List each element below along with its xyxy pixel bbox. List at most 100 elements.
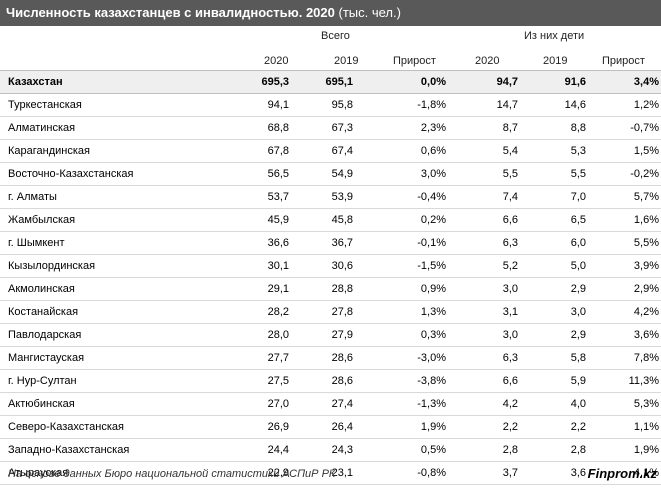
cell-total-2020: 68,8 <box>238 116 291 140</box>
cell-total-2020: 28,0 <box>238 323 291 347</box>
cell-children-2020: 3,0 <box>448 277 520 301</box>
cell-children-2020: 6,6 <box>448 208 520 232</box>
cell-children-2019: 5,5 <box>520 162 588 186</box>
region-name: Северо-Казахстанская <box>0 415 238 439</box>
cell-total-2020: 36,6 <box>238 231 291 255</box>
table-row: г. Алматы 53,7 53,9 -0,4% 7,4 7,0 5,7% <box>0 185 661 209</box>
cell-children-2020: 6,3 <box>448 346 520 370</box>
region-name: Костанайская <box>0 300 238 324</box>
cell-total-growth: 0,5% <box>355 438 448 462</box>
table-row: г. Шымкент 36,6 36,7 -0,1% 6,3 6,0 5,5% <box>0 231 661 255</box>
table-row: Кызылординская 30,1 30,6 -1,5% 5,2 5,0 3,9% <box>0 254 661 278</box>
col-header-children-growth: Прирост <box>602 55 645 67</box>
header-divider <box>0 70 661 71</box>
cell-children-2020: 5,5 <box>448 162 520 186</box>
cell-children-2019: 5,3 <box>520 139 588 163</box>
col-header-total-2020: 2020 <box>264 55 289 67</box>
cell-children-growth: 5,7% <box>588 185 661 209</box>
table-row: Алматинская 68,8 67,3 2,3% 8,7 8,8 -0,7% <box>0 116 661 140</box>
cell-total-2020: 27,0 <box>238 392 291 416</box>
cell-children-growth: 1,1% <box>588 415 661 439</box>
cell-total-growth: 0,3% <box>355 323 448 347</box>
region-name: Западно-Казахстанская <box>0 438 238 462</box>
region-name: Карагандинская <box>0 139 238 163</box>
cell-children-growth: 3,6% <box>588 323 661 347</box>
cell-children-growth: -0,7% <box>588 116 661 140</box>
cell-total-growth: -0,1% <box>355 231 448 255</box>
cell-total-2020: 695,3 <box>238 71 291 94</box>
cell-total-2020: 22,9 <box>238 461 291 485</box>
region-name: Восточно-Казахстанская <box>0 162 238 186</box>
table-row: Актюбинская 27,0 27,4 -1,3% 4,2 4,0 5,3% <box>0 392 661 416</box>
cell-total-2020: 28,2 <box>238 300 291 324</box>
table-row: Карагандинская 67,8 67,4 0,6% 5,4 5,3 1,5% <box>0 139 661 163</box>
cell-children-growth: 2,9% <box>588 277 661 301</box>
cell-children-growth: 5,5% <box>588 231 661 255</box>
table-title-unit: (тыс. чел.) <box>338 5 401 20</box>
cell-children-2019: 2,9 <box>520 323 588 347</box>
cell-children-2019: 2,8 <box>520 438 588 462</box>
region-name: Кызылординская <box>0 254 238 278</box>
table-title: Численность казахстанцев с инвалидностью… <box>0 0 661 26</box>
cell-total-growth: -1,8% <box>355 93 448 117</box>
cell-children-growth: 4,1% <box>588 461 661 485</box>
cell-total-2020: 26,9 <box>238 415 291 439</box>
table-row: Павлодарская 28,0 27,9 0,3% 3,0 2,9 3,6% <box>0 323 661 347</box>
cell-total-2019: 95,8 <box>291 93 355 117</box>
cell-children-growth: 7,8% <box>588 346 661 370</box>
table-row: Акмолинская 29,1 28,8 0,9% 3,0 2,9 2,9% <box>0 277 661 301</box>
cell-total-growth: 3,0% <box>355 162 448 186</box>
cell-total-growth: 0,0% <box>355 71 448 94</box>
cell-total-2019: 53,9 <box>291 185 355 209</box>
table-row: Восточно-Казахстанская 56,5 54,9 3,0% 5,5 5,5… <box>0 162 661 186</box>
cell-children-2019: 3,0 <box>520 300 588 324</box>
cell-total-growth: -3,8% <box>355 369 448 393</box>
cell-children-2019: 7,0 <box>520 185 588 209</box>
table-row: Жамбылская 45,9 45,8 0,2% 6,6 6,5 1,6% <box>0 208 661 232</box>
cell-children-2019: 5,9 <box>520 369 588 393</box>
cell-children-2020: 2,8 <box>448 438 520 462</box>
table-row: Атырауская 22,9 23,1 -0,8% 3,7 3,6 4,1% <box>0 461 661 485</box>
cell-total-2020: 24,4 <box>238 438 291 462</box>
cell-children-2020: 14,7 <box>448 93 520 117</box>
cell-total-growth: -0,4% <box>355 185 448 209</box>
cell-children-2019: 91,6 <box>520 71 588 94</box>
col-header-total-growth: Прирост <box>393 55 436 67</box>
table-row: Мангистауская 27,7 28,6 -3,0% 6,3 5,8 7,8% <box>0 346 661 370</box>
cell-total-2019: 24,3 <box>291 438 355 462</box>
col-header-children-2019: 2019 <box>543 55 568 67</box>
cell-total-2019: 695,1 <box>291 71 355 94</box>
source-note: На основе данных Бюро национальной стати… <box>8 468 336 480</box>
cell-children-growth: 11,3% <box>588 369 661 393</box>
region-name: Акмолинская <box>0 277 238 301</box>
cell-total-growth: 0,2% <box>355 208 448 232</box>
cell-total-growth: -0,8% <box>355 461 448 485</box>
table-row: Костанайская 28,2 27,8 1,3% 3,1 3,0 4,2% <box>0 300 661 324</box>
cell-total-growth: 1,3% <box>355 300 448 324</box>
col-header-total-2019: 2019 <box>334 55 359 67</box>
cell-total-growth: 1,9% <box>355 415 448 439</box>
cell-total-2020: 94,1 <box>238 93 291 117</box>
cell-children-2020: 4,2 <box>448 392 520 416</box>
region-name: Казахстан <box>0 71 238 94</box>
cell-children-2019: 2,9 <box>520 277 588 301</box>
region-name: г. Шымкент <box>0 231 238 255</box>
cell-total-growth: 0,9% <box>355 277 448 301</box>
cell-total-2019: 36,7 <box>291 231 355 255</box>
table-row-total: Казахстан 695,3 695,1 0,0% 94,7 91,6 3,4% <box>0 71 661 94</box>
cell-total-2020: 29,1 <box>238 277 291 301</box>
cell-children-2019: 8,8 <box>520 116 588 140</box>
cell-total-2020: 67,8 <box>238 139 291 163</box>
cell-total-2019: 54,9 <box>291 162 355 186</box>
table-row: Западно-Казахстанская 24,4 24,3 0,5% 2,8 2,8 1… <box>0 438 661 462</box>
region-name: Актюбинская <box>0 392 238 416</box>
data-table: Казахстан 695,3 695,1 0,0% 94,7 91,6 3,4% Турке… <box>0 71 661 485</box>
region-name: Туркестанская <box>0 93 238 117</box>
cell-children-growth: 1,2% <box>588 93 661 117</box>
cell-children-growth: 1,6% <box>588 208 661 232</box>
region-name: г. Алматы <box>0 185 238 209</box>
cell-children-2020: 3,0 <box>448 323 520 347</box>
cell-total-2019: 30,6 <box>291 254 355 278</box>
region-name: Мангистауская <box>0 346 238 370</box>
cell-children-2020: 5,2 <box>448 254 520 278</box>
